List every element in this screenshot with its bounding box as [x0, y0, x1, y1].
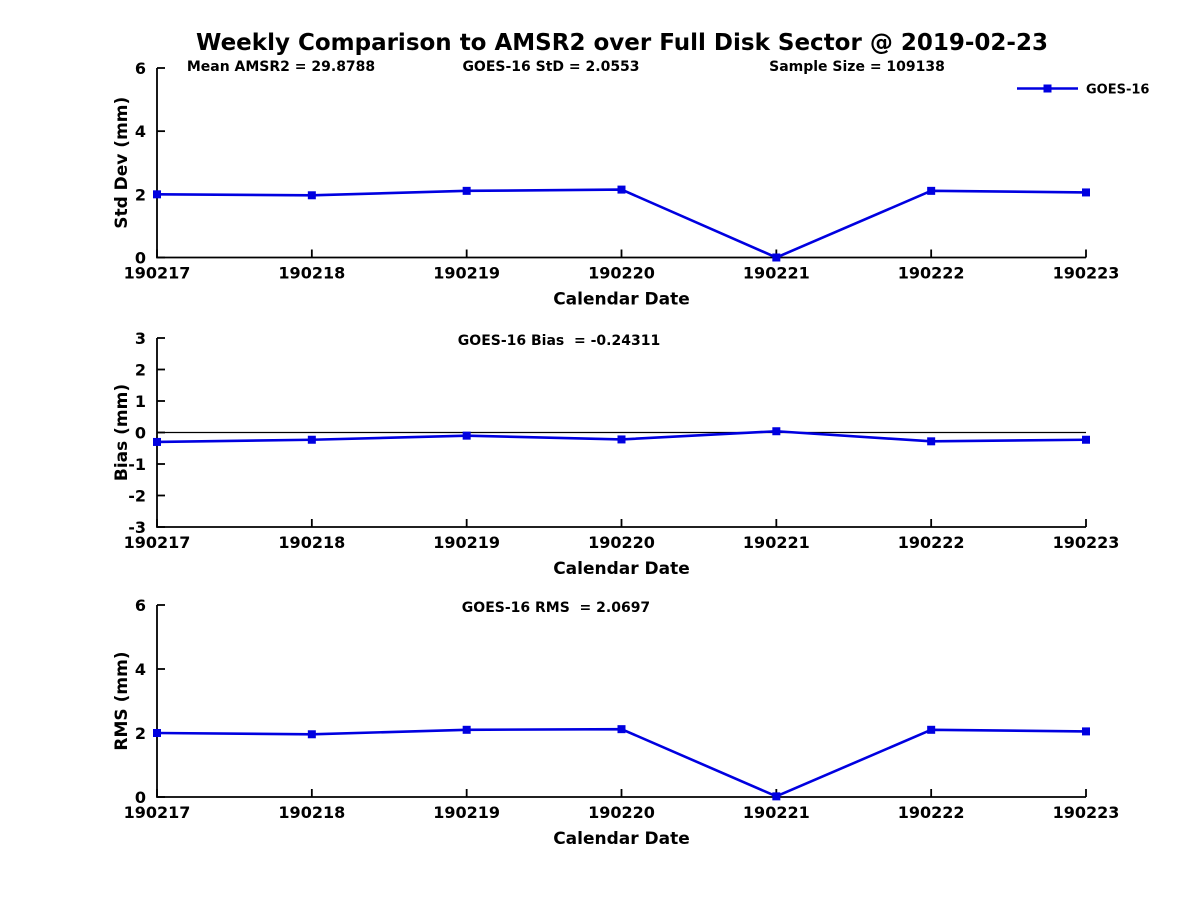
data-point-marker — [927, 437, 936, 446]
data-point-marker — [462, 186, 471, 195]
x-axis-label: Calendar Date — [553, 559, 690, 579]
data-point-marker — [153, 729, 161, 737]
y-tick-label: 3 — [135, 329, 146, 348]
series-line — [156, 188, 1087, 259]
y-tick-label: 2 — [135, 185, 146, 204]
x-tick-label: 190218 — [278, 264, 345, 283]
data-point-marker — [153, 437, 161, 446]
x-tick-label: 190217 — [124, 264, 191, 283]
x-tick-label: 190220 — [588, 264, 655, 283]
annotation-rms-0: GOES-16 RMS = 2.0697 — [462, 600, 650, 616]
data-point-marker — [617, 185, 626, 194]
y-tick-label: 6 — [135, 596, 146, 615]
y-tick-label: 1 — [135, 392, 146, 411]
data-point-marker — [772, 792, 781, 801]
figure-title: Weekly Comparison to AMSR2 over Full Dis… — [196, 30, 1048, 56]
y-tick-label: 2 — [135, 361, 146, 380]
data-point-marker — [462, 725, 471, 734]
chart-bias: -3 -2 -1 0 1 2 3 190217 190218 190219 190220 190221… — [112, 329, 1119, 579]
x-tick-label: 190223 — [1053, 533, 1120, 552]
x-tick-label: 190220 — [588, 803, 655, 822]
y-tick-label: 0 — [135, 424, 146, 443]
x-tick-label: 190223 — [1053, 264, 1120, 283]
legend-label: GOES-16 — [1086, 83, 1149, 98]
x-tick-label: 190221 — [743, 264, 810, 283]
x-axis-label: Calendar Date — [553, 829, 690, 849]
data-point-marker — [1082, 727, 1090, 736]
x-tick-label: 190217 — [124, 533, 191, 552]
y-tick-label: 4 — [135, 122, 146, 141]
y-tick-label: 0 — [135, 788, 146, 807]
x-tick-label: 190219 — [433, 803, 500, 822]
legend: GOES-16 — [1017, 83, 1149, 98]
data-point-marker — [307, 191, 316, 200]
y-tick-label: 2 — [135, 724, 146, 743]
x-tick-label: 190217 — [124, 803, 191, 822]
x-tick-label: 190222 — [898, 803, 965, 822]
x-tick-label: 190219 — [433, 264, 500, 283]
data-point-marker — [153, 190, 161, 199]
data-point-marker — [772, 253, 781, 262]
y-tick-label: -1 — [128, 455, 146, 474]
data-point-marker — [927, 186, 936, 195]
series-line — [156, 727, 1087, 798]
chart-std-dev: 0 2 4 6 190217 190218 190219 190220 190221 190222… — [112, 59, 1149, 310]
data-point-marker — [307, 435, 316, 444]
y-tick-label: -2 — [128, 487, 146, 506]
chart-rms: 0 2 4 6 190217 190218 190219 190220 190221 190222… — [112, 596, 1119, 849]
legend-marker — [1043, 84, 1052, 93]
axes-line — [156, 68, 1086, 259]
annotation-std-dev-1: GOES-16 StD = 2.0553 — [462, 59, 639, 75]
data-point-marker — [1082, 435, 1090, 444]
y-tick-label: -3 — [128, 518, 146, 537]
data-point-marker — [617, 435, 626, 444]
data-point-marker — [462, 431, 471, 440]
y-tick-label: 0 — [135, 249, 146, 268]
y-axis-label: Bias (mm) — [112, 384, 132, 481]
x-tick-label: 190220 — [588, 533, 655, 552]
x-tick-label: 190223 — [1053, 803, 1120, 822]
y-axis-label: Std Dev (mm) — [112, 97, 132, 229]
x-tick-label: 190218 — [278, 533, 345, 552]
data-point-marker — [1082, 188, 1090, 197]
x-tick-label: 190221 — [743, 803, 810, 822]
y-axis-label: RMS (mm) — [112, 651, 132, 750]
x-axis-label: Calendar Date — [553, 290, 690, 310]
x-tick-label: 190222 — [898, 264, 965, 283]
x-tick-label: 190219 — [433, 533, 500, 552]
data-point-marker — [617, 725, 626, 734]
x-tick-label: 190221 — [743, 533, 810, 552]
data-point-marker — [927, 725, 936, 734]
annotation-std-dev-2: Sample Size = 109138 — [769, 59, 945, 75]
data-point-marker — [772, 427, 781, 436]
y-tick-label: 6 — [135, 59, 146, 78]
axes-line — [156, 605, 1086, 798]
y-tick-label: 4 — [135, 660, 146, 679]
annotation-std-dev-0: Mean AMSR2 = 29.8788 — [187, 59, 375, 75]
x-tick-label: 190218 — [278, 803, 345, 822]
x-tick-label: 190222 — [898, 533, 965, 552]
annotation-bias-0: GOES-16 Bias = -0.24311 — [458, 333, 660, 349]
data-point-marker — [307, 730, 316, 739]
